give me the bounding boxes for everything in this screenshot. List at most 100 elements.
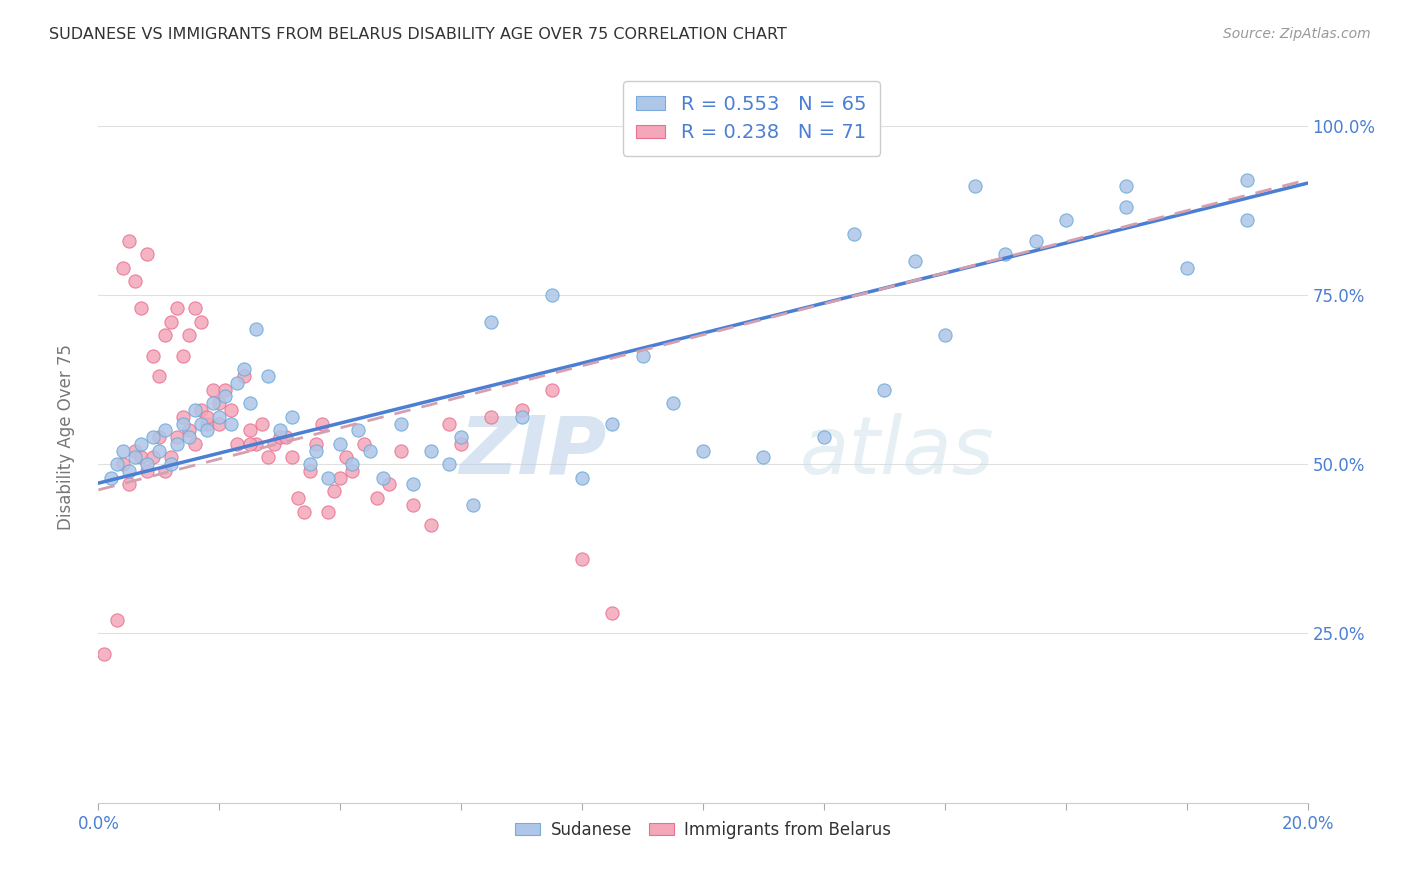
Point — [179, 430, 201, 444]
Point — [602, 606, 624, 620]
Point — [450, 437, 472, 451]
Point — [1115, 200, 1137, 214]
Point — [873, 383, 896, 397]
Point — [214, 389, 236, 403]
Point — [602, 417, 624, 431]
Point — [166, 430, 188, 444]
Point — [135, 247, 157, 261]
Point — [153, 464, 176, 478]
Point — [221, 417, 243, 431]
Point — [661, 396, 683, 410]
Point — [214, 383, 236, 397]
Point — [184, 301, 207, 316]
Point — [232, 362, 254, 376]
Point — [111, 457, 134, 471]
Point — [179, 328, 201, 343]
Point — [135, 457, 157, 471]
Point — [510, 409, 533, 424]
Point — [160, 450, 183, 465]
Point — [232, 369, 254, 384]
Point — [142, 349, 165, 363]
Point — [172, 349, 194, 363]
Point — [195, 417, 218, 431]
Point — [287, 491, 309, 505]
Point — [402, 498, 425, 512]
Point — [202, 396, 225, 410]
Point — [305, 437, 328, 451]
Point — [129, 301, 152, 316]
Point — [129, 437, 152, 451]
Point — [142, 450, 165, 465]
Point — [105, 457, 128, 471]
Point — [965, 179, 987, 194]
Point — [571, 471, 593, 485]
Point — [371, 471, 394, 485]
Point — [195, 409, 218, 424]
Point — [269, 430, 291, 444]
Point — [93, 647, 115, 661]
Point — [463, 498, 485, 512]
Point — [118, 477, 141, 491]
Point — [269, 423, 291, 437]
Point — [148, 443, 170, 458]
Point — [481, 315, 503, 329]
Point — [239, 423, 262, 437]
Point — [208, 417, 231, 431]
Point — [166, 437, 188, 451]
Point — [299, 464, 322, 478]
Point — [256, 369, 278, 384]
Point — [311, 417, 333, 431]
Point — [366, 491, 388, 505]
Point — [1054, 213, 1077, 227]
Point — [904, 254, 927, 268]
Point — [221, 403, 243, 417]
Point — [329, 437, 352, 451]
Point — [420, 443, 443, 458]
Point — [124, 443, 146, 458]
Point — [202, 383, 225, 397]
Legend: Sudanese, Immigrants from Belarus: Sudanese, Immigrants from Belarus — [509, 814, 897, 846]
Point — [208, 396, 231, 410]
Point — [1236, 172, 1258, 186]
Point — [305, 443, 328, 458]
Point — [281, 450, 304, 465]
Point — [245, 437, 267, 451]
Point — [184, 437, 207, 451]
Point — [124, 450, 146, 465]
Point — [481, 409, 503, 424]
Point — [813, 430, 835, 444]
Point — [342, 457, 364, 471]
Point — [692, 443, 714, 458]
Point — [111, 443, 134, 458]
Point — [239, 396, 262, 410]
Point — [1024, 234, 1046, 248]
Point — [353, 437, 375, 451]
Point — [153, 328, 176, 343]
Point — [226, 376, 249, 390]
Point — [360, 443, 382, 458]
Point — [190, 417, 212, 431]
Point — [184, 403, 207, 417]
Point — [540, 288, 562, 302]
Point — [347, 423, 370, 437]
Point — [195, 423, 218, 437]
Point — [316, 471, 339, 485]
Point — [153, 423, 176, 437]
Point — [148, 430, 170, 444]
Point — [172, 417, 194, 431]
Point — [281, 409, 304, 424]
Point — [316, 505, 339, 519]
Point — [274, 430, 297, 444]
Point — [166, 301, 188, 316]
Point — [1115, 179, 1137, 194]
Point — [111, 260, 134, 275]
Point — [148, 369, 170, 384]
Point — [844, 227, 866, 241]
Text: SUDANESE VS IMMIGRANTS FROM BELARUS DISABILITY AGE OVER 75 CORRELATION CHART: SUDANESE VS IMMIGRANTS FROM BELARUS DISA… — [49, 27, 787, 42]
Point — [752, 450, 775, 465]
Point — [437, 457, 460, 471]
Point — [135, 464, 157, 478]
Point — [172, 409, 194, 424]
Point — [256, 450, 278, 465]
Text: Source: ZipAtlas.com: Source: ZipAtlas.com — [1223, 27, 1371, 41]
